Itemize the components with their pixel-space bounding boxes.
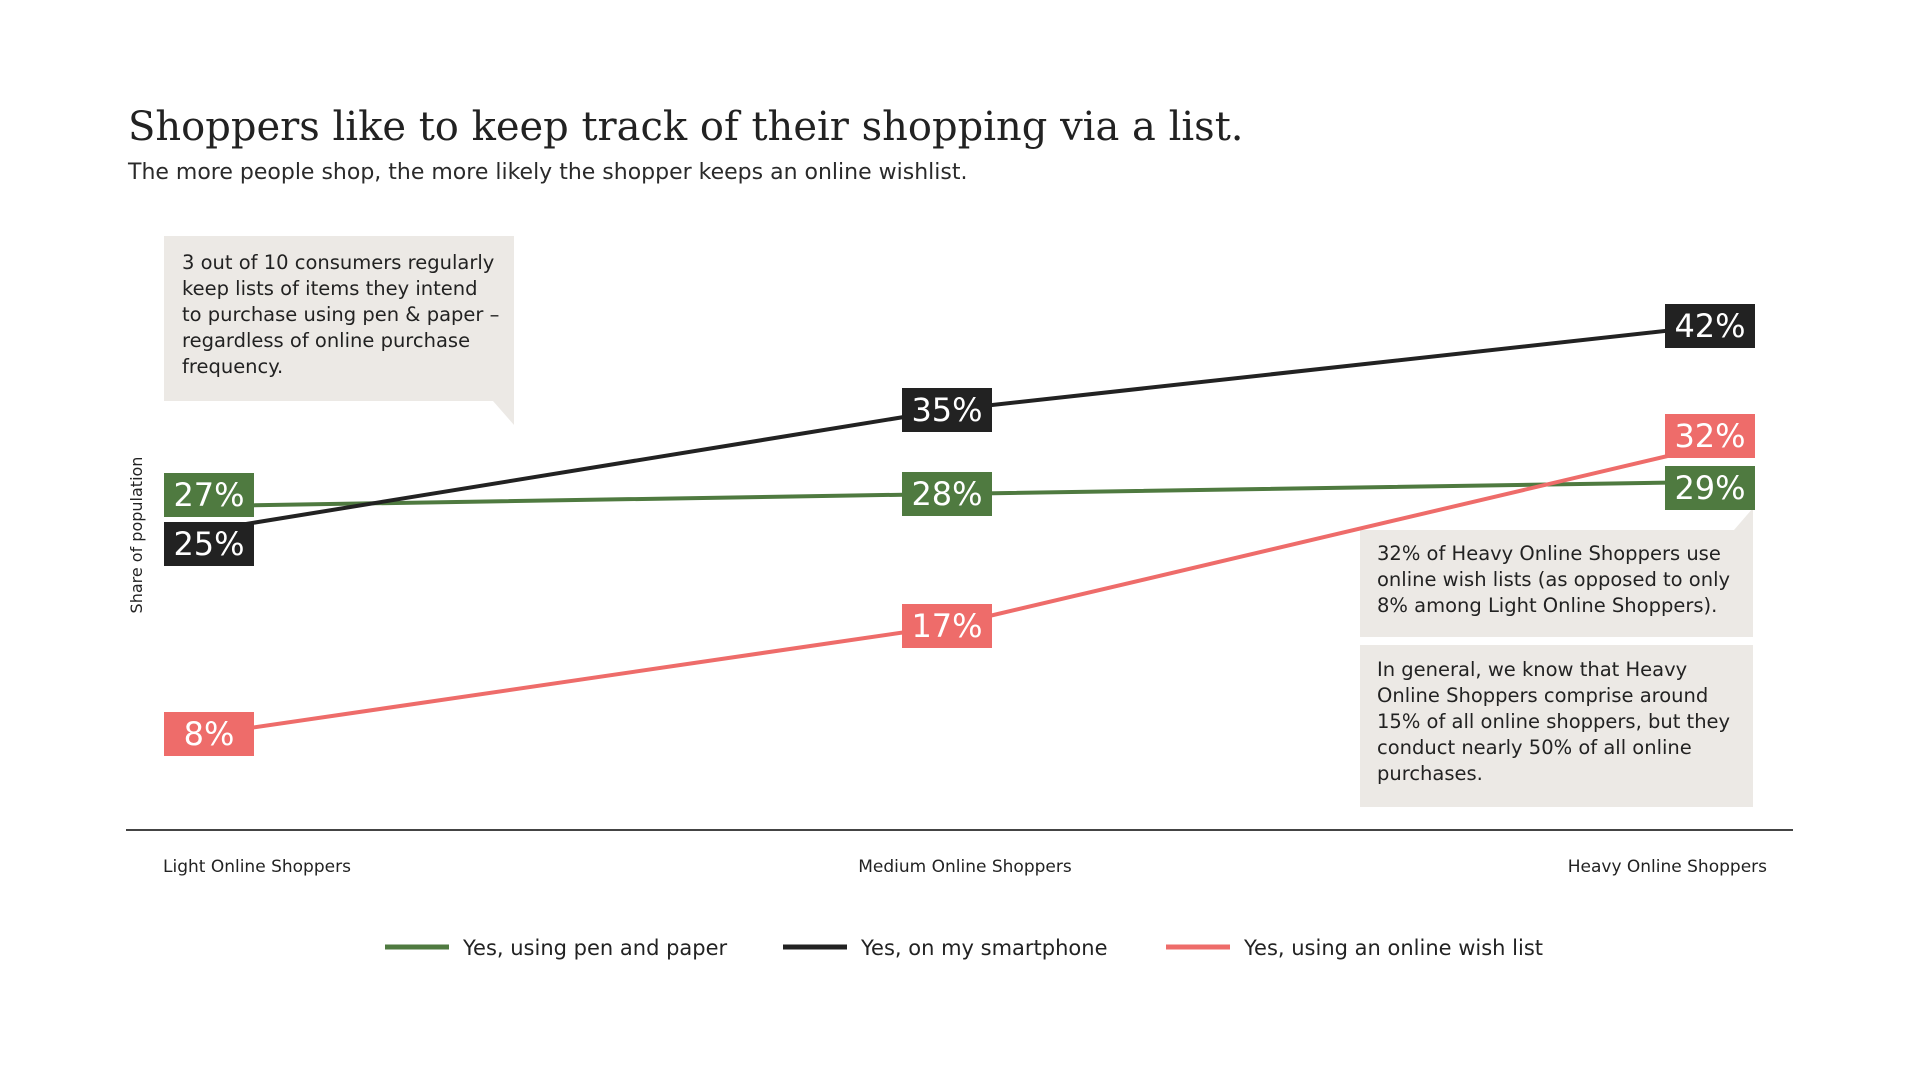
data-label-yes-using-an-online-wish-list-0: 8% xyxy=(164,712,254,756)
data-label-box xyxy=(1665,466,1755,510)
data-label-yes-using-pen-and-paper-1: 28% xyxy=(902,472,992,516)
data-label-text: 29% xyxy=(1674,469,1745,507)
data-label-yes-using-pen-and-paper-2: 29% xyxy=(1665,466,1755,510)
data-label-box xyxy=(164,522,254,566)
annotation-box-heavy-shoppers xyxy=(1360,645,1753,807)
legend: Yes, using pen and paper Yes, on my smart… xyxy=(385,936,1543,960)
data-label-text: 32% xyxy=(1674,417,1745,455)
data-label-yes-using-an-online-wish-list-1: 17% xyxy=(902,604,992,648)
chart-subtitle: The more people shop, the more likely th… xyxy=(128,160,968,185)
data-label-text: 17% xyxy=(911,607,982,645)
data-label-box xyxy=(164,473,254,517)
x-tick-label-light-online-shoppers: Light Online Shoppers xyxy=(163,857,351,877)
annotation-box-wish-list xyxy=(1360,508,1753,637)
x-axis-ticks: Light Online Shoppers Medium Online Shopp… xyxy=(163,857,1767,877)
data-label-box xyxy=(902,604,992,648)
annotation-pen-paper-wrapper: 3 out of 10 consumers regularly keep lis… xyxy=(182,251,500,378)
data-label-yes-on-my-smartphone-2: 42% xyxy=(1665,304,1755,348)
annotation-box-pen-paper xyxy=(164,236,514,425)
annotation-heavy-shoppers-wrapper: In general, we know that Heavy Online Sh… xyxy=(1377,658,1731,785)
annotation-wish-list-wrapper: 32% of Heavy Online Shoppers use online … xyxy=(1377,542,1731,617)
annotation-pen-paper-text: 3 out of 10 consumers regularly keep lis… xyxy=(182,251,500,378)
annotation-heavy-shoppers-text: In general, we know that Heavy Online Sh… xyxy=(1377,658,1731,785)
data-label-box xyxy=(1665,304,1755,348)
data-label-box xyxy=(902,388,992,432)
x-tick-label-heavy-online-shoppers: Heavy Online Shoppers xyxy=(1568,857,1767,877)
data-label-box xyxy=(902,472,992,516)
legend-item-yes-on-my-smartphone: Yes, on my smartphone xyxy=(783,936,1108,960)
data-labels: 27% 28% 29% 25% 35% 42% 8% 17% 32% xyxy=(164,304,1755,756)
data-label-box xyxy=(1665,414,1755,458)
legend-item-yes-using-pen-and-paper: Yes, using pen and paper xyxy=(385,936,728,960)
legend-label: Yes, on my smartphone xyxy=(860,936,1108,960)
data-label-text: 28% xyxy=(911,475,982,513)
x-tick-label-medium-online-shoppers: Medium Online Shoppers xyxy=(858,857,1072,877)
legend-label: Yes, using pen and paper xyxy=(462,936,728,960)
chart-title: Shoppers like to keep track of their sho… xyxy=(128,104,1244,150)
y-axis-label: Share of population xyxy=(127,457,146,614)
data-label-yes-using-an-online-wish-list-2: 32% xyxy=(1665,414,1755,458)
legend-label: Yes, using an online wish list xyxy=(1243,936,1543,960)
annotation-wish-list-text: 32% of Heavy Online Shoppers use online … xyxy=(1377,542,1731,617)
data-label-text: 27% xyxy=(173,476,244,514)
data-label-box xyxy=(164,712,254,756)
data-label-yes-on-my-smartphone-0: 25% xyxy=(164,522,254,566)
data-label-yes-using-pen-and-paper-0: 27% xyxy=(164,473,254,517)
data-label-text: 25% xyxy=(173,525,244,563)
data-label-text: 8% xyxy=(184,715,235,753)
chart-card xyxy=(100,68,1820,988)
legend-item-yes-using-an-online-wish-list: Yes, using an online wish list xyxy=(1166,936,1543,960)
data-label-text: 42% xyxy=(1674,307,1745,345)
data-label-yes-on-my-smartphone-1: 35% xyxy=(902,388,992,432)
data-label-text: 35% xyxy=(911,391,982,429)
